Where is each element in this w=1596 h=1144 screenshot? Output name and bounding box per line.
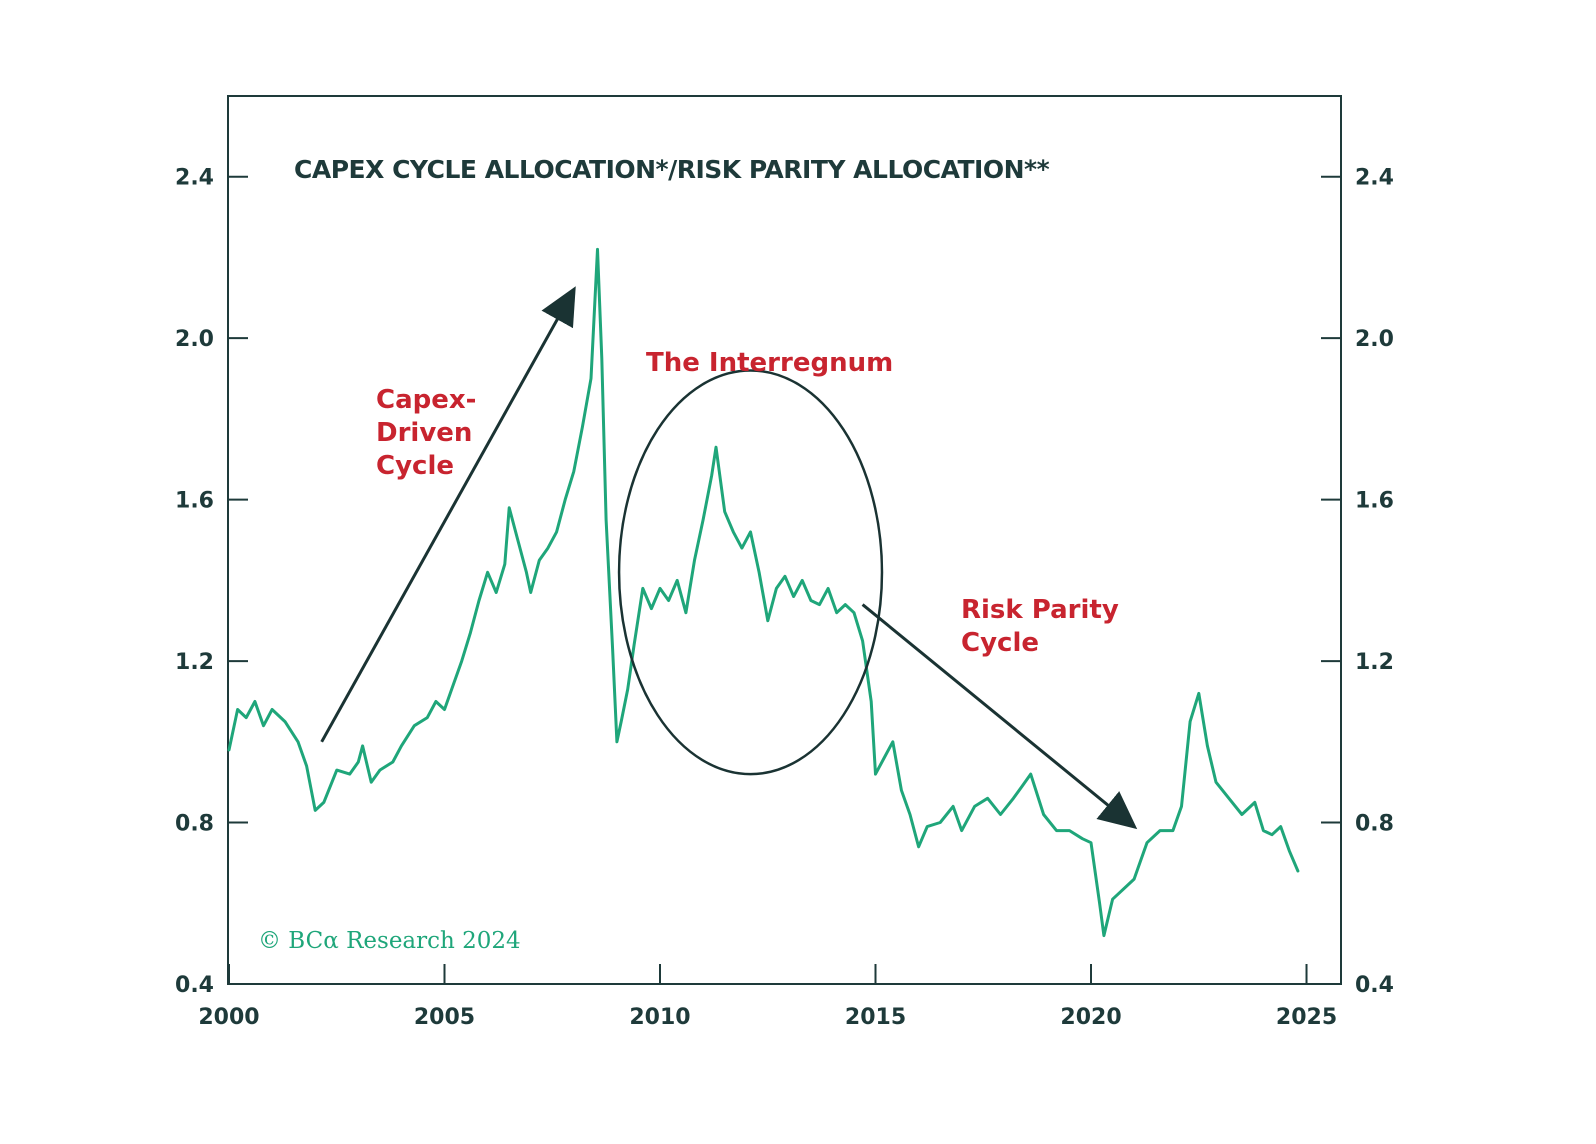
y-tick-label-right: 1.6 [1355, 489, 1394, 514]
x-tick-label: 2020 [1060, 1005, 1121, 1030]
annotation-line: Capex- [376, 385, 476, 415]
annotation-line: Cycle [376, 451, 454, 481]
annotation-line: The Interregnum [646, 348, 893, 378]
y-tick-label-left: 1.6 [175, 489, 214, 514]
annotation-line: Risk Parity [961, 595, 1119, 625]
capex-driven-cycle-label: Capex- Driven Cycle [376, 385, 486, 481]
y-tick-label-left: 2.0 [175, 327, 214, 352]
x-tick-label: 2010 [629, 1005, 690, 1030]
x-tick-label: 2015 [845, 1005, 906, 1030]
copyright-note: © BCα Research 2024 [258, 928, 521, 954]
y-axis-right: 0.4 0.8 1.2 1.6 2.0 2.4 [1321, 166, 1394, 998]
x-tick-label: 2005 [414, 1005, 475, 1030]
y-tick-label-right: 2.4 [1355, 166, 1394, 191]
x-axis: 2000 2005 2010 2015 2020 2025 [198, 964, 1337, 1030]
y-tick-label-left: 0.4 [175, 973, 214, 998]
risk-parity-cycle-label: Risk Parity Cycle [961, 595, 1128, 658]
series-line [227, 247, 1300, 938]
y-tick-label-right: 0.4 [1355, 973, 1394, 998]
x-tick-label: 2025 [1276, 1005, 1337, 1030]
y-axis-left: 0.4 0.8 1.2 1.6 2.0 2.4 [175, 166, 248, 998]
y-tick-label-left: 0.8 [175, 812, 214, 837]
capex-cycle-arrow [320, 286, 576, 743]
plot-frame [227, 95, 1342, 985]
annotation-line: Driven [376, 418, 472, 448]
y-tick-label-left: 1.2 [175, 650, 214, 675]
y-tick-label-right: 0.8 [1355, 812, 1394, 837]
interregnum-label: The Interregnum [646, 348, 893, 378]
annotation-line: Cycle [961, 628, 1039, 658]
x-tick-label: 2000 [198, 1005, 259, 1030]
y-tick-label-right: 2.0 [1355, 327, 1394, 352]
risk-parity-arrow [861, 603, 1138, 830]
series-layer [227, 247, 1300, 938]
interregnum-circle [617, 369, 884, 776]
chart-title: CAPEX CYCLE ALLOCATION*/RISK PARITY ALLO… [294, 155, 1050, 184]
y-tick-label-left: 2.4 [175, 166, 214, 191]
y-tick-label-right: 1.2 [1355, 650, 1394, 675]
